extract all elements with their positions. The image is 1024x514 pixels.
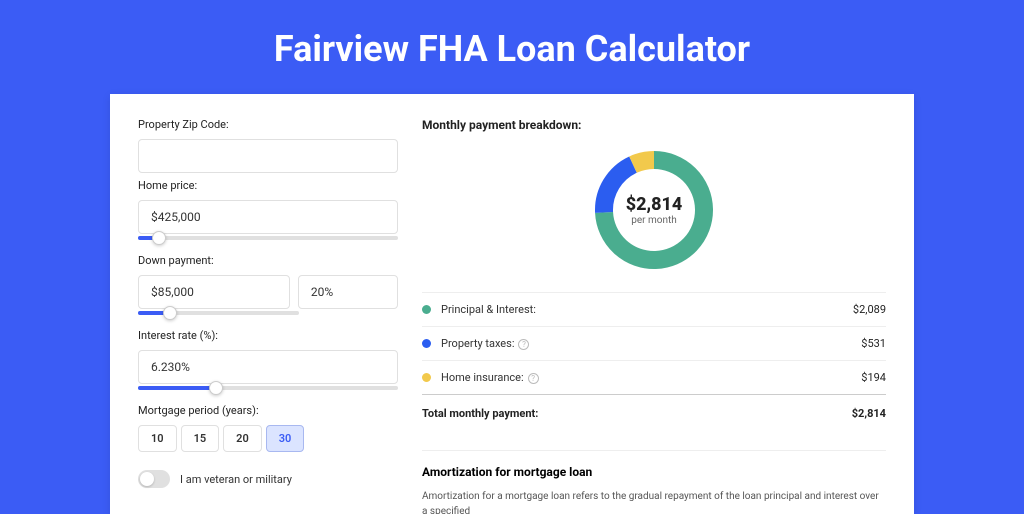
page-title: Fairview FHA Loan Calculator (0, 0, 1024, 94)
legend-value: $194 (861, 371, 886, 384)
period-options: 10152030 (138, 425, 398, 452)
amortization-title: Amortization for mortgage loan (422, 465, 886, 479)
form-column: Property Zip Code: Home price: Down paym… (138, 118, 398, 490)
period-option-30[interactable]: 30 (266, 425, 305, 452)
legend-dot (422, 305, 431, 314)
donut-center-value: $2,814 (626, 194, 683, 215)
period-option-10[interactable]: 10 (138, 425, 177, 452)
zip-label: Property Zip Code: (138, 118, 398, 131)
home-price-slider[interactable] (138, 236, 398, 240)
legend: Principal & Interest:$2,089Property taxe… (422, 292, 886, 395)
amortization-section: Amortization for mortgage loan Amortizat… (422, 450, 886, 514)
down-payment-amount-input[interactable] (138, 275, 290, 309)
veteran-label: I am veteran or military (180, 473, 292, 486)
total-value: $2,814 (852, 407, 886, 420)
home-price-input[interactable] (138, 200, 398, 234)
legend-value: $2,089 (853, 303, 886, 316)
slider-thumb[interactable] (152, 231, 166, 245)
amortization-text: Amortization for a mortgage loan refers … (422, 489, 886, 514)
interest-input[interactable] (138, 350, 398, 384)
period-option-15[interactable]: 15 (181, 425, 220, 452)
slider-thumb[interactable] (163, 306, 177, 320)
donut-center-sub: per month (631, 215, 677, 226)
donut-chart: $2,814 per month (590, 146, 718, 274)
period-option-20[interactable]: 20 (223, 425, 262, 452)
legend-row: Property taxes:?$531 (422, 327, 886, 361)
veteran-toggle[interactable] (138, 470, 170, 488)
info-icon[interactable]: ? (518, 339, 529, 350)
legend-dot (422, 373, 431, 382)
slider-thumb[interactable] (209, 381, 223, 395)
breakdown-title: Monthly payment breakdown: (422, 118, 886, 132)
down-payment-pct-input[interactable] (298, 275, 398, 309)
legend-row: Home insurance:?$194 (422, 361, 886, 395)
interest-slider[interactable] (138, 386, 398, 390)
slider-fill (138, 386, 216, 390)
legend-dot (422, 339, 431, 348)
info-icon[interactable]: ? (528, 373, 539, 384)
period-label: Mortgage period (years): (138, 404, 398, 417)
total-label: Total monthly payment: (422, 407, 852, 420)
legend-row: Principal & Interest:$2,089 (422, 293, 886, 327)
breakdown-column: Monthly payment breakdown: $2,814 per mo… (422, 118, 886, 490)
calculator-panel: Property Zip Code: Home price: Down paym… (110, 94, 914, 514)
total-row: Total monthly payment: $2,814 (422, 395, 886, 432)
legend-value: $531 (861, 337, 886, 350)
interest-label: Interest rate (%): (138, 329, 398, 342)
legend-label: Home insurance:? (441, 371, 861, 384)
legend-label: Property taxes:? (441, 337, 861, 350)
down-payment-slider[interactable] (138, 311, 299, 315)
down-payment-label: Down payment: (138, 254, 398, 267)
home-price-label: Home price: (138, 179, 398, 192)
legend-label: Principal & Interest: (441, 303, 853, 316)
zip-input[interactable] (138, 139, 398, 173)
